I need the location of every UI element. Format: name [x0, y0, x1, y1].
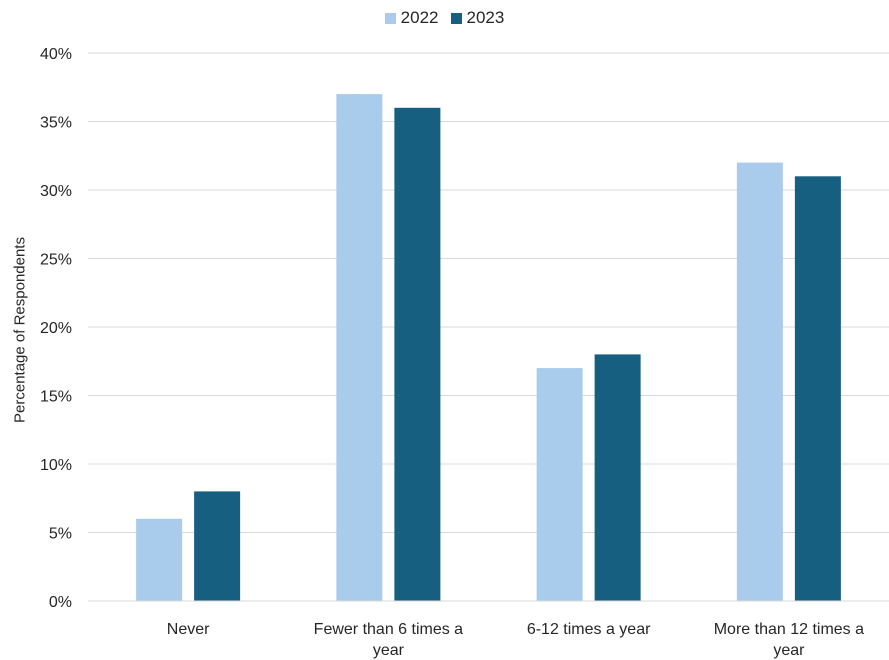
legend-item-2022: 2022 — [384, 8, 439, 28]
bar-2023-1 — [394, 107, 441, 602]
bar-2022-2 — [536, 368, 583, 601]
y-tick-label-0: 0% — [49, 594, 72, 611]
legend-item-2023: 2023 — [450, 8, 505, 28]
y-tick-label-25: 25% — [40, 252, 72, 269]
x-tick-label-0: Never — [167, 621, 210, 638]
bar-2023-2 — [594, 354, 641, 601]
y-tick-label-20: 20% — [40, 320, 72, 337]
legend-label-2023: 2023 — [466, 8, 505, 27]
bar-2023-3 — [794, 176, 841, 602]
y-tick-label-5: 5% — [49, 526, 72, 543]
bar-2022-3 — [736, 162, 783, 601]
y-tick-label-10: 10% — [40, 457, 72, 474]
bar-2022-1 — [336, 94, 383, 601]
bar-2023-0 — [194, 491, 241, 601]
x-tick-label-3: More than 12 times a year — [714, 621, 864, 659]
y-tick-label-35: 35% — [40, 115, 72, 132]
bar-2022-0 — [136, 518, 183, 601]
y-tick-label-15: 15% — [40, 389, 72, 406]
x-tick-label-1: Fewer than 6 times a year — [314, 621, 464, 659]
y-tick-label-30: 30% — [40, 183, 72, 200]
chart-legend: 2022 2023 — [0, 8, 889, 28]
x-tick-label-2: 6-12 times a year — [527, 621, 651, 638]
y-tick-label-40: 40% — [40, 46, 72, 63]
legend-swatch-2022 — [384, 12, 396, 24]
legend-label-2022: 2022 — [400, 8, 439, 27]
legend-swatch-2023 — [450, 12, 462, 24]
